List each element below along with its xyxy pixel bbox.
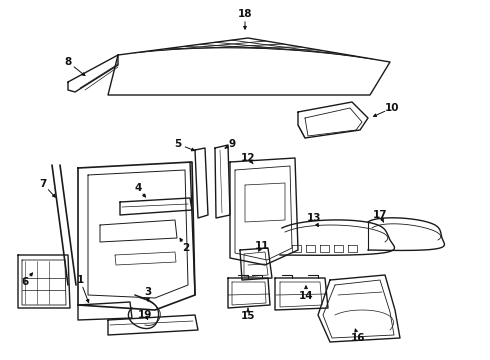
Text: 12: 12 (241, 153, 255, 163)
Text: 18: 18 (238, 9, 252, 19)
Text: 3: 3 (145, 287, 151, 297)
Text: 6: 6 (22, 277, 28, 287)
Text: 16: 16 (351, 333, 365, 343)
Text: 14: 14 (299, 291, 313, 301)
Text: 10: 10 (385, 103, 399, 113)
Text: 2: 2 (182, 243, 190, 253)
Text: 15: 15 (241, 311, 255, 321)
Text: 1: 1 (76, 275, 84, 285)
Text: 4: 4 (134, 183, 142, 193)
Text: 7: 7 (39, 179, 47, 189)
Text: 17: 17 (373, 210, 387, 220)
Text: 8: 8 (64, 57, 72, 67)
Text: 9: 9 (228, 139, 236, 149)
Text: 19: 19 (138, 310, 152, 320)
Text: 5: 5 (174, 139, 182, 149)
Text: 13: 13 (307, 213, 321, 223)
Text: 11: 11 (255, 241, 269, 251)
